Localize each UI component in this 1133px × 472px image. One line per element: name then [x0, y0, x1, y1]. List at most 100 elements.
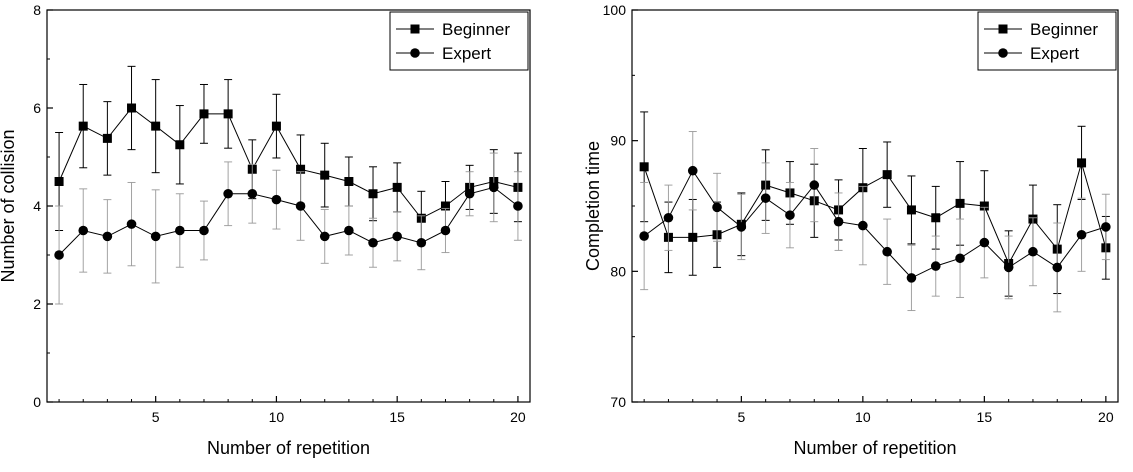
y-tick-label: 6 [33, 100, 41, 116]
y-tick-label: 100 [603, 2, 627, 18]
data-point [1101, 222, 1111, 232]
data-point [1028, 246, 1038, 257]
legend-label-expert: Expert [1030, 44, 1079, 63]
data-point [1076, 229, 1087, 240]
series-expert [54, 152, 523, 305]
x-tick-label: 20 [510, 409, 526, 425]
legend-marker-square [410, 24, 420, 34]
data-point [882, 170, 892, 180]
data-point [368, 189, 378, 199]
data-point [102, 133, 112, 143]
series-line [643, 161, 1107, 265]
y-tick-label: 70 [610, 394, 626, 410]
data-point [931, 213, 941, 223]
data-point [150, 231, 161, 242]
legend-marker-circle [410, 48, 420, 58]
data-point [979, 201, 989, 211]
legend-marker-circle [998, 48, 1008, 58]
data-point [175, 225, 185, 236]
data-point [223, 109, 233, 119]
data-point [809, 180, 820, 190]
data-point [392, 182, 402, 192]
data-point [127, 103, 137, 113]
data-point [78, 121, 88, 131]
x-tick-label: 15 [977, 409, 993, 425]
data-point [320, 170, 330, 180]
data-point [271, 194, 282, 205]
y-tick-label: 0 [33, 394, 41, 410]
data-point [223, 188, 233, 199]
data-point [639, 162, 649, 172]
data-point [513, 201, 523, 211]
x-tick-label: 15 [389, 409, 405, 425]
data-point [712, 202, 722, 213]
data-point [882, 246, 892, 257]
y-axis-label: Number of collision [0, 129, 18, 282]
data-point [955, 253, 965, 264]
x-tick-label: 10 [855, 409, 871, 425]
data-point [955, 198, 965, 208]
data-point [199, 109, 209, 119]
legend-label-beginner: Beginner [1030, 20, 1098, 39]
right-chart-completion-time: 5 10 15 20 70 80 90 100 Number of repetition Comp… [583, 2, 1119, 458]
x-axis-label: Number of repetition [207, 438, 370, 458]
data-point [102, 231, 113, 242]
data-point [54, 250, 64, 260]
data-point [464, 188, 475, 199]
x-tick-label: 5 [152, 409, 160, 425]
data-point [295, 201, 306, 211]
data-point [663, 212, 674, 223]
legend-label-beginner: Beginner [442, 20, 510, 39]
data-point [319, 231, 330, 242]
data-point [785, 210, 795, 220]
left-chart-collision: 5 10 15 20 0 2 4 6 8 Number of repetition Number o… [0, 2, 531, 458]
data-point [688, 232, 698, 242]
series-line [643, 169, 1106, 279]
data-point [344, 177, 354, 186]
data-point [979, 237, 990, 248]
data-point [247, 188, 258, 199]
data-point [344, 225, 354, 236]
legend-marker-square [998, 24, 1008, 34]
data-point [368, 237, 378, 248]
data-point [440, 201, 450, 211]
series-beginner [54, 65, 523, 246]
data-point [271, 121, 281, 131]
legend-label-expert: Expert [442, 44, 491, 63]
data-point [488, 182, 499, 193]
x-tick-label: 5 [737, 409, 745, 425]
data-point [54, 177, 64, 186]
data-point [1052, 262, 1063, 273]
series-beginner [639, 111, 1111, 297]
data-point [151, 121, 161, 131]
legend: Beginner Expert [389, 11, 529, 71]
data-point [687, 165, 698, 176]
legend-box [977, 11, 1117, 71]
data-point [1077, 158, 1087, 168]
data-point [906, 205, 916, 215]
legend: Beginner Expert [977, 11, 1117, 71]
y-tick-label: 8 [33, 2, 41, 18]
y-tick-label: 80 [610, 263, 626, 279]
x-tick-label: 10 [269, 409, 285, 425]
data-point [906, 273, 917, 283]
data-point [296, 164, 306, 174]
data-point [126, 219, 137, 229]
y-tick-label: 4 [33, 198, 41, 214]
x-tick-label: 20 [1098, 409, 1114, 425]
data-point [760, 193, 771, 203]
data-point [930, 261, 941, 271]
y-axis-label: Completion time [583, 141, 603, 271]
data-point [175, 140, 185, 150]
data-point [639, 231, 649, 241]
data-point [736, 222, 747, 232]
data-point [1003, 262, 1014, 273]
data-point [858, 220, 868, 231]
data-point [78, 225, 89, 236]
y-tick-label: 90 [610, 133, 626, 149]
data-point [199, 225, 209, 236]
y-tick-label: 2 [33, 296, 41, 312]
x-axis-label: Number of repetition [793, 438, 956, 458]
series-expert [639, 131, 1111, 313]
